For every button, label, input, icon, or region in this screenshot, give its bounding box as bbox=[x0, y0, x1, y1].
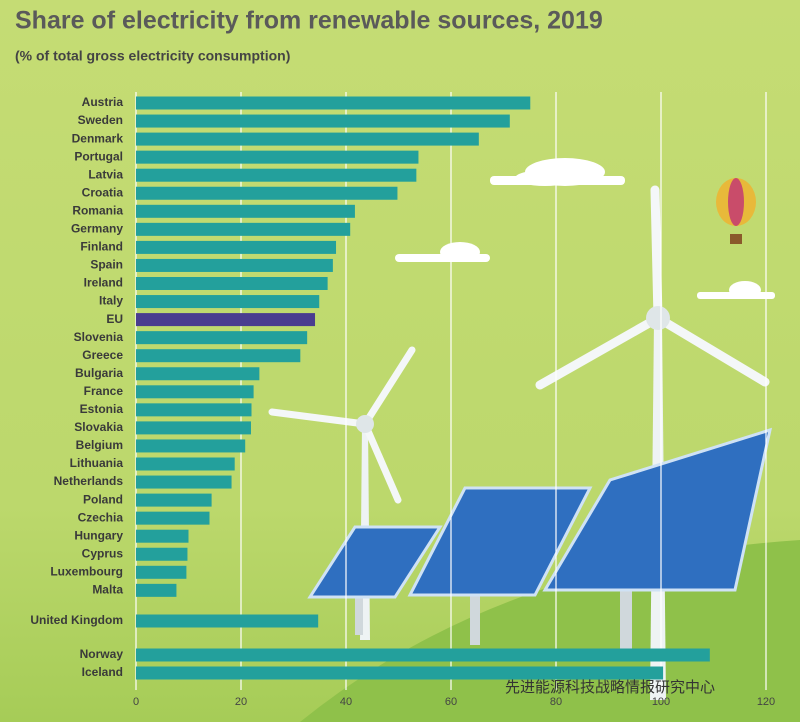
y-tick-label: Belgium bbox=[76, 438, 123, 452]
y-tick-label: Latvia bbox=[88, 167, 123, 181]
bar bbox=[136, 277, 328, 290]
y-tick-label: Finland bbox=[80, 240, 123, 254]
y-tick-label: Sweden bbox=[78, 113, 123, 127]
bar bbox=[136, 222, 351, 236]
bar bbox=[136, 331, 308, 345]
y-tick-label: Cyprus bbox=[82, 546, 124, 560]
bar bbox=[136, 666, 664, 680]
y-tick-label: Bulgaria bbox=[75, 366, 123, 380]
bar bbox=[136, 529, 189, 543]
y-tick-label: United Kingdom bbox=[30, 613, 123, 627]
solar-panels bbox=[307, 427, 773, 655]
bar bbox=[136, 648, 710, 662]
bar bbox=[136, 168, 417, 182]
bar bbox=[136, 367, 260, 381]
bar bbox=[136, 240, 337, 254]
y-tick-label: Luxembourg bbox=[50, 564, 123, 578]
y-tick-label: France bbox=[84, 384, 124, 398]
y-tick-label: Poland bbox=[83, 492, 123, 506]
y-tick-label: Slovakia bbox=[74, 420, 123, 434]
y-tick-label: Norway bbox=[80, 647, 124, 661]
x-tick-label: 120 bbox=[757, 696, 775, 708]
bar bbox=[136, 403, 252, 417]
y-tick-label: Estonia bbox=[80, 402, 124, 416]
bar bbox=[136, 186, 398, 200]
chart-title: Share of electricity from renewable sour… bbox=[15, 7, 603, 35]
bar bbox=[136, 132, 479, 146]
y-tick-label: Lithuania bbox=[70, 456, 124, 470]
bar bbox=[136, 313, 316, 327]
x-tick-label: 80 bbox=[550, 696, 562, 708]
y-tick-label: Malta bbox=[92, 583, 123, 597]
bar bbox=[136, 511, 210, 525]
y-tick-label: Czechia bbox=[78, 510, 124, 524]
bar bbox=[136, 475, 232, 489]
x-tick-label: 0 bbox=[133, 696, 139, 708]
y-tick-label: Austria bbox=[82, 95, 124, 109]
bar bbox=[136, 114, 510, 128]
bar bbox=[136, 614, 319, 628]
x-tick-label: 60 bbox=[445, 696, 457, 708]
x-tick-label: 100 bbox=[652, 696, 670, 708]
bar bbox=[136, 204, 355, 218]
y-tick-label: Hungary bbox=[74, 528, 123, 542]
y-tick-label: Germany bbox=[71, 222, 123, 236]
y-tick-label: EU bbox=[106, 312, 123, 326]
y-tick-label: Slovenia bbox=[74, 330, 124, 344]
bar bbox=[136, 457, 235, 471]
bar bbox=[136, 583, 177, 597]
x-tick-label: 40 bbox=[340, 696, 352, 708]
bar bbox=[136, 439, 246, 453]
bar bbox=[136, 565, 187, 579]
y-tick-label: Romania bbox=[72, 203, 123, 217]
bar bbox=[136, 96, 531, 110]
bar bbox=[136, 258, 333, 272]
balloon bbox=[716, 178, 756, 244]
x-tick-label: 20 bbox=[235, 696, 247, 708]
bar bbox=[136, 547, 188, 561]
y-tick-label: Croatia bbox=[82, 185, 124, 199]
bar bbox=[136, 385, 254, 399]
y-tick-label: Portugal bbox=[74, 149, 123, 163]
y-tick-label: Spain bbox=[90, 258, 123, 272]
clouds bbox=[395, 158, 775, 299]
bar bbox=[136, 295, 320, 309]
bar bbox=[136, 493, 212, 507]
y-tick-label: Greece bbox=[82, 348, 123, 362]
y-tick-label: Iceland bbox=[82, 665, 123, 679]
bar bbox=[136, 150, 419, 164]
watermark: 先进能源科技战略情报研究中心 bbox=[505, 679, 715, 696]
bar bbox=[136, 421, 251, 435]
y-tick-label: Netherlands bbox=[54, 474, 124, 488]
y-tick-label: Ireland bbox=[84, 276, 123, 290]
y-tick-label: Denmark bbox=[72, 131, 124, 145]
y-tick-label: Italy bbox=[99, 294, 123, 308]
chart-subtitle: (% of total gross electricity consumptio… bbox=[15, 48, 290, 64]
bar bbox=[136, 349, 301, 363]
